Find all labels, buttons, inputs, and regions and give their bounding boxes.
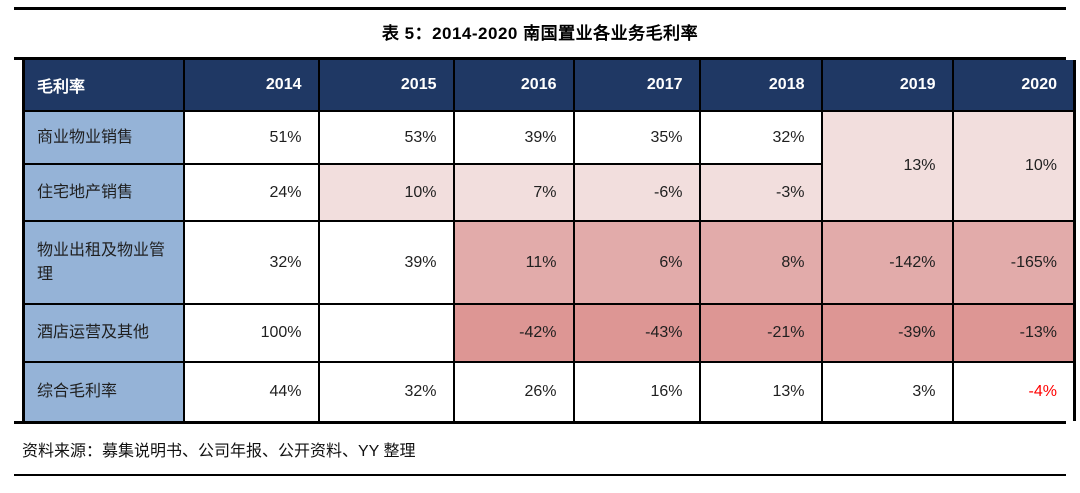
table-cell: 32% [317, 361, 455, 421]
table-cell: 26% [452, 361, 575, 421]
table-cell: 39% [452, 110, 575, 165]
header-cell-2016: 2016 [452, 60, 575, 112]
table-cell: 3% [820, 361, 954, 421]
header-cell-2020: 2020 [951, 60, 1076, 112]
header-cell-metric: 毛利率 [22, 60, 185, 112]
table-row-hotel-operations-other: 酒店运营及其他 100% -42% -43% -21% -39% -13% [22, 303, 1076, 363]
row-label: 综合毛利率 [22, 361, 185, 421]
table-row-overall-gross-margin: 综合毛利率 44% 32% 26% 16% 13% 3% -4% [22, 361, 1076, 421]
table-cell: -13% [951, 303, 1076, 363]
table-cell: 51% [182, 110, 320, 165]
row-label: 酒店运营及其他 [22, 303, 185, 363]
margins-table: 毛利率 2014 2015 2016 2017 2018 2019 2020 商… [22, 60, 1076, 421]
header-cell-2015: 2015 [317, 60, 455, 112]
table-cell: 32% [182, 220, 320, 305]
table-cell: 100% [182, 303, 320, 363]
table-cell: 24% [182, 163, 320, 222]
top-divider [14, 7, 1066, 10]
header-cell-2018: 2018 [698, 60, 823, 112]
header-row: 毛利率 2014 2015 2016 2017 2018 2019 2020 [22, 60, 1076, 112]
table-cell: -43% [572, 303, 701, 363]
header-cell-2019: 2019 [820, 60, 954, 112]
table-cell: 10% [317, 163, 455, 222]
table-title: 表 5：2014-2020 南国置业各业务毛利率 [381, 24, 699, 43]
row-label: 物业出租及物业管理 [22, 220, 185, 305]
bottom-divider [14, 474, 1066, 476]
table-cell: 35% [572, 110, 701, 165]
table-cell-negative-highlight: -4% [951, 361, 1076, 421]
table-cell: -142% [820, 220, 954, 305]
table-cell: -42% [452, 303, 575, 363]
table-row-commercial-property-sales: 商业物业销售 51% 53% 39% 35% 32% 13% 10% [22, 110, 1076, 222]
table-cell: 53% [317, 110, 455, 165]
table-cell: -3% [698, 163, 823, 222]
table-cell: 39% [317, 220, 455, 305]
table-cell: -6% [572, 163, 701, 222]
table-row-residential-property-sales: 住宅地产销售 24% 10% 7% -6% -3% [22, 163, 1075, 222]
table-cell: 32% [698, 110, 823, 165]
table-cell: 7% [452, 163, 575, 222]
table-cell-empty [317, 303, 455, 363]
report-page: 表 5：2014-2020 南国置业各业务毛利率 毛利率 2014 2015 2… [0, 7, 1080, 493]
row-label: 商业物业销售 [22, 110, 185, 165]
table-cell-merged-2020: 10% [951, 110, 1076, 222]
header-cell-2017: 2017 [572, 60, 701, 112]
table-cell: -165% [951, 220, 1076, 305]
table-cell: 13% [698, 361, 823, 421]
table-cell: 16% [572, 361, 701, 421]
table-cell: 11% [452, 220, 575, 305]
margins-table-wrapper: 毛利率 2014 2015 2016 2017 2018 2019 2020 商… [14, 57, 1076, 424]
table-cell: -21% [698, 303, 823, 363]
source-note: 资料来源：募集说明书、公司年报、公开资料、YY 整理 [22, 443, 416, 460]
table-cell: 6% [572, 220, 701, 305]
table-cell: -39% [820, 303, 954, 363]
table-row-property-leasing-management: 物业出租及物业管理 32% 39% 11% 6% 8% -142% -165% [22, 220, 1076, 305]
table-cell: 8% [698, 220, 823, 305]
table-cell-merged-2019: 13% [820, 110, 954, 222]
table-cell: 44% [182, 361, 320, 421]
header-cell-2014: 2014 [182, 60, 320, 112]
row-label: 住宅地产销售 [22, 163, 185, 222]
